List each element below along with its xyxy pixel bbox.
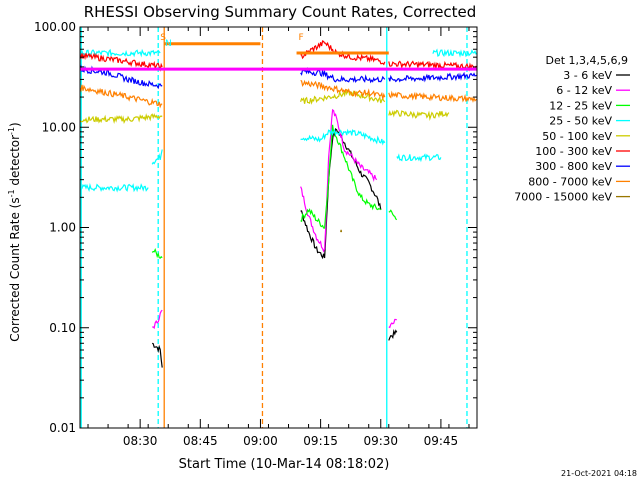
series-4-segment-2	[388, 109, 450, 121]
legend: Det 1,3,4,5,6,9 3 - 6 keV 6 - 12 keV 12 - …	[514, 54, 630, 204]
y-tick-label-1: 0.10	[49, 321, 76, 335]
legend-label-4: 50 - 100 keV	[542, 130, 612, 143]
axes-layer: 0.01 0.10 1.00 10.00 100.00 08:30 08:45 09:00 09…	[34, 20, 478, 448]
legend-label-2: 12 - 25 keV	[549, 99, 612, 112]
x-tick-label-2: 09:00	[243, 434, 278, 448]
legend-label-0: 3 - 6 keV	[563, 69, 612, 82]
x-tick-label-5: 09:45	[424, 434, 459, 448]
x-tick-label-1: 08:45	[183, 434, 218, 448]
chart-title: RHESSI Observing Summary Count Rates, Co…	[84, 3, 477, 21]
series-5-segment-0	[80, 52, 163, 72]
series-7-segment-2	[388, 90, 477, 103]
timestamp: 21-Oct-2021 04:18	[561, 469, 637, 478]
legend-label-8: 7000 - 15000 keV	[514, 191, 612, 204]
data-layer	[80, 27, 477, 428]
x-tick-label-3: 09:15	[303, 434, 338, 448]
series-2-segment-0	[151, 247, 163, 259]
series-6-segment-0	[80, 64, 163, 90]
legend-label-3: 25 - 50 keV	[549, 115, 612, 128]
series-4-segment-1	[300, 88, 386, 105]
legend-label-1: 6 - 12 keV	[556, 84, 612, 97]
series-3-segment-0	[80, 182, 149, 193]
y-tick-label-3: 10.00	[42, 120, 76, 134]
y-tick-label-2: 1.00	[49, 221, 76, 235]
series-0-segment-0	[151, 342, 163, 368]
series-3-segment-5	[432, 48, 477, 58]
legend-label-7: 800 - 7000 keV	[528, 175, 612, 188]
series-3-segment-3	[396, 153, 442, 163]
y-tick-label-4: 100.00	[34, 20, 76, 34]
series-1-segment-2	[388, 318, 397, 329]
series-2-segment-2	[388, 209, 398, 221]
series-6-segment-2	[388, 71, 477, 83]
series-8-segment-0	[340, 229, 343, 233]
legend-title: Det 1,3,4,5,6,9	[545, 54, 628, 67]
y-axis-label-sup1: -1	[7, 189, 16, 197]
legend-label-5: 100 - 300 keV	[535, 145, 612, 158]
y-axis-label-main: Corrected Count Rate (s	[8, 197, 22, 341]
series-7	[80, 79, 477, 109]
y-axis-label-mid: detector	[8, 135, 22, 190]
y-axis-label-end: )	[8, 122, 22, 127]
series-0-segment-2	[388, 329, 398, 341]
x-axis-label: Start Time (10-Mar-14 08:18:02)	[179, 457, 390, 472]
series-1-segment-1	[300, 108, 378, 253]
series-2-segment-1	[300, 124, 382, 229]
series-3	[80, 48, 477, 193]
series-3-segment-1	[151, 149, 163, 165]
series-3-segment-4	[80, 48, 161, 59]
series-2	[151, 124, 398, 259]
series-3-segment-2	[300, 128, 386, 146]
series-7-segment-0	[80, 84, 163, 109]
x-tick-label-4: 09:30	[363, 434, 398, 448]
y-axis-label: Corrected Count Rate (s-1 detector-1)	[7, 122, 22, 341]
series-4	[80, 88, 450, 124]
marker-n: N	[165, 39, 172, 49]
y-tick-label-0: 0.01	[49, 421, 76, 435]
series-4-segment-0	[80, 113, 163, 124]
series-1-segment-0	[152, 309, 163, 330]
x-tick-label-0: 08:30	[123, 434, 158, 448]
series-7-segment-1	[300, 79, 386, 99]
series-8	[340, 229, 343, 233]
marker-f: F	[299, 33, 304, 43]
series-5-segment-2	[388, 60, 477, 72]
y-axis-label-sup2: -1	[7, 127, 16, 135]
series-1	[152, 108, 397, 330]
marker-s: S	[160, 33, 166, 43]
legend-label-6: 300 - 800 keV	[535, 160, 612, 173]
series-6-segment-1	[300, 67, 386, 84]
series-6	[80, 64, 477, 90]
